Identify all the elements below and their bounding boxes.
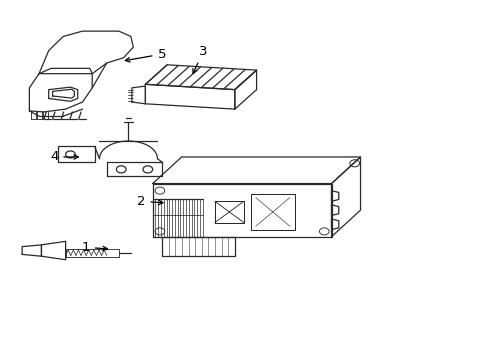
Text: 1: 1 <box>81 241 107 254</box>
Text: 3: 3 <box>193 45 207 73</box>
Text: 5: 5 <box>125 48 165 62</box>
Text: 4: 4 <box>50 150 78 163</box>
Text: 2: 2 <box>137 195 163 208</box>
